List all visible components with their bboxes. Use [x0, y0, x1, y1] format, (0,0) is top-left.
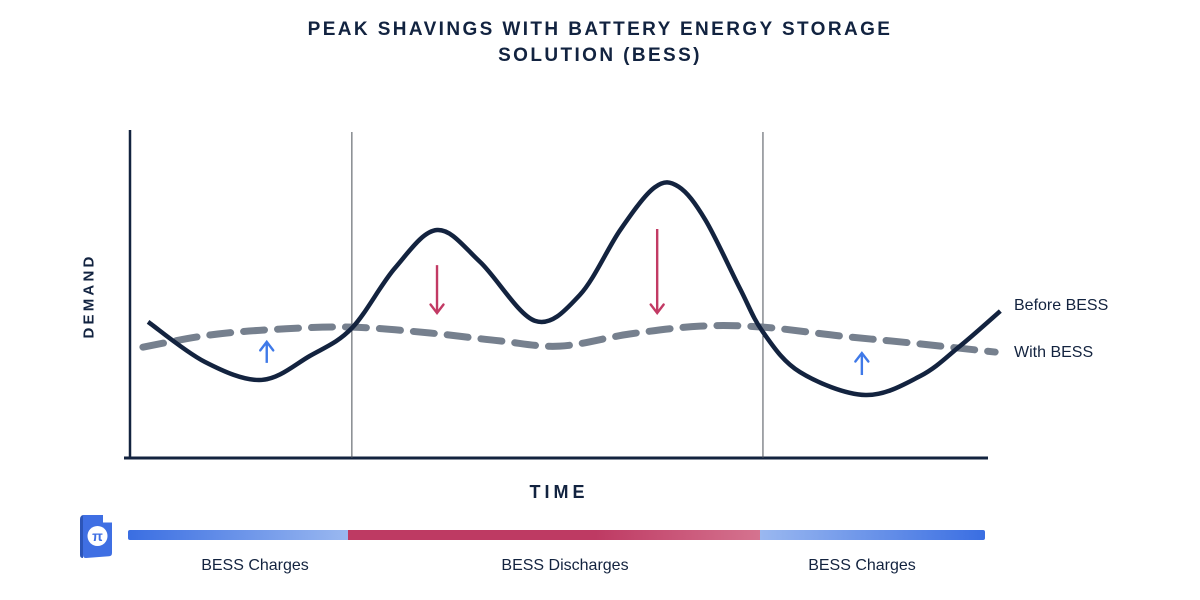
- curve-with-bess: [139, 322, 999, 356]
- bar-label-charge-2: BESS Charges: [808, 557, 916, 574]
- brand-logo: π: [74, 512, 118, 558]
- discharge-down-arrow-icon: [429, 303, 445, 315]
- bar-segment-discharge: [347, 530, 760, 540]
- legend-before-bess: Before BESS: [1014, 297, 1109, 314]
- curve-before-bess: [146, 180, 1002, 398]
- discharge-down-arrow-icon: [649, 303, 665, 315]
- bar-segment-charge-2: [759, 530, 985, 540]
- y-axis-label: DEMAND: [80, 253, 98, 339]
- charge-up-arrow-icon: [259, 339, 275, 352]
- logo-glyph: π: [92, 528, 103, 544]
- brand-logo-icon: π: [80, 515, 112, 558]
- charge-up-arrow-icon: [854, 351, 870, 363]
- legend-with-bess: With BESS: [1014, 344, 1094, 361]
- x-axis-label: TIME: [529, 482, 589, 502]
- page-title: PEAK SHAVINGS WITH BATTERY ENERGY STORAG…: [307, 19, 893, 66]
- bar-segment-charge-1: [128, 530, 348, 540]
- bess-cycle-bar: [128, 530, 985, 540]
- bar-label-discharge: BESS Discharges: [501, 557, 629, 574]
- bar-label-charge-1: BESS Charges: [201, 557, 309, 574]
